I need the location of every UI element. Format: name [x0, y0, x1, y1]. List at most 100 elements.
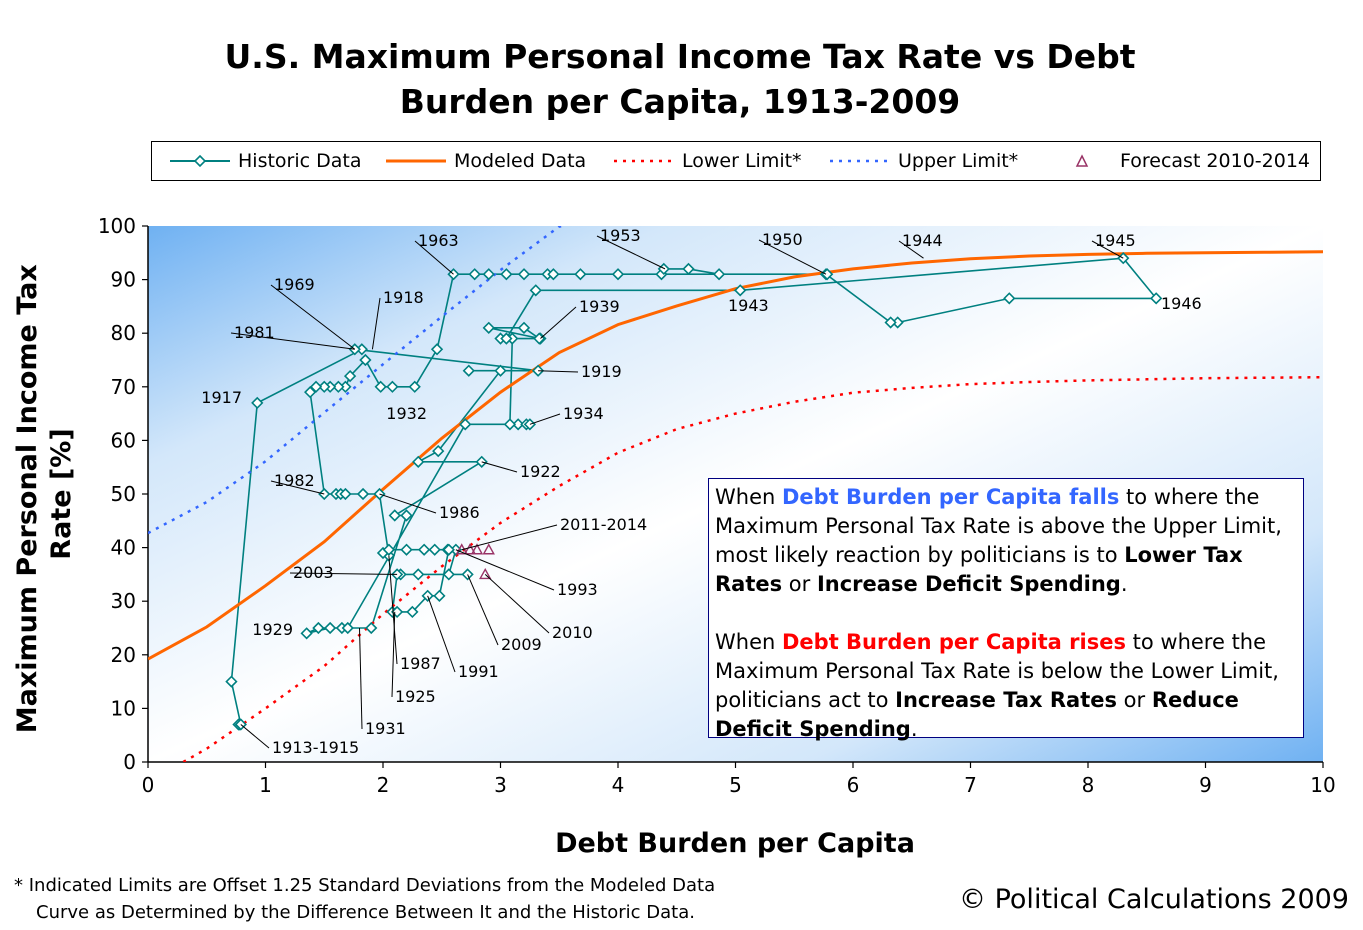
legend-item-forecast: Forecast 2010-2014 — [1050, 142, 1310, 180]
data-label: 1944 — [902, 231, 943, 250]
legend: Historic Data Modeled Data Lower Limit* … — [151, 141, 1321, 181]
forecast-point — [482, 543, 495, 555]
data-label: 1925 — [395, 687, 436, 706]
data-label: 1922 — [520, 462, 561, 481]
historic-point — [386, 380, 399, 393]
chart-title: U.S. Maximum Personal Income Tax Rate vs… — [100, 34, 1260, 124]
historic-point — [494, 332, 507, 345]
annotation-paragraph-rises: When Debt Burden per Capita rises to whe… — [715, 630, 1279, 741]
historic-point — [884, 316, 897, 329]
forecast-point — [479, 567, 492, 580]
legend-lower-label: Lower Limit* — [682, 150, 802, 172]
historic-point — [394, 568, 407, 581]
data-label: 1950 — [762, 230, 803, 249]
leader-line — [529, 413, 561, 425]
historic-point — [388, 509, 401, 522]
historic-point — [819, 268, 833, 281]
leader-line — [461, 524, 558, 551]
legend-upper-label: Upper Limit* — [898, 150, 1019, 172]
legend-item-lower: Lower Limit* — [612, 142, 802, 180]
historic-point — [421, 589, 434, 602]
y-tick-label: 40 — [111, 536, 136, 560]
historic-point — [494, 364, 507, 377]
leader-line — [427, 595, 456, 673]
historic-point — [459, 418, 472, 431]
historic-point — [517, 268, 531, 281]
data-label: 1919 — [581, 362, 622, 381]
historic-point — [376, 546, 390, 560]
historic-point — [574, 268, 587, 281]
legend-historic-swatch — [170, 154, 230, 168]
historic-point — [374, 380, 387, 393]
data-label: 1934 — [563, 404, 604, 423]
y-tick-label: 90 — [111, 268, 136, 292]
leader-line — [359, 627, 363, 730]
leader-line — [484, 574, 550, 634]
historic-point — [520, 418, 533, 431]
legend-item-modeled: Modeled Data — [384, 142, 586, 180]
leader-line — [540, 306, 577, 339]
historic-point — [323, 380, 337, 393]
historic-point — [412, 455, 425, 468]
x-tick-label: 2 — [377, 773, 390, 797]
legend-item-upper: Upper Limit* — [828, 142, 1018, 180]
historic-point — [1150, 292, 1163, 305]
historic-point — [412, 568, 425, 581]
data-label: 1993 — [557, 580, 598, 599]
historic-point — [373, 487, 386, 501]
historic-point — [312, 621, 325, 635]
leader-line — [379, 493, 437, 514]
historic-point — [400, 509, 413, 522]
historic-point — [334, 487, 347, 501]
leader-line — [240, 724, 270, 749]
data-label: 1953 — [600, 226, 641, 245]
y-tick-label: 20 — [111, 643, 136, 667]
leader-line — [289, 572, 398, 575]
historic-point — [482, 321, 495, 334]
historic-point — [233, 718, 246, 731]
historic-point — [406, 605, 419, 619]
data-label: 1969 — [274, 275, 315, 294]
legend-upper-swatch — [830, 159, 890, 163]
leader-line — [270, 284, 356, 350]
historic-point — [468, 268, 481, 281]
x-tick-label: 5 — [729, 773, 742, 797]
x-tick-label: 3 — [494, 773, 507, 797]
historic-point — [547, 268, 560, 281]
data-label: 1939 — [579, 297, 620, 316]
historic-point — [433, 589, 446, 602]
footnote-line-2: Curve as Determined by the Difference Be… — [36, 902, 695, 923]
historic-point — [500, 268, 513, 281]
leader-line — [1091, 240, 1124, 259]
annotation-paragraph-falls: When Debt Burden per Capita falls to whe… — [715, 485, 1282, 596]
historic-point — [341, 621, 354, 635]
x-tick-label: 4 — [612, 773, 625, 797]
copyright: © Political Calculations 2009 — [959, 884, 1349, 915]
historic-point — [529, 284, 542, 297]
chart-title-line-2: Burden per Capita, 1913-2009 — [399, 82, 961, 121]
historic-point — [821, 268, 834, 281]
historic-point — [533, 332, 546, 345]
leader-line — [371, 297, 381, 350]
historic-point — [417, 543, 431, 556]
data-label: 1946 — [1161, 294, 1202, 313]
historic-point — [234, 718, 247, 731]
leader-line — [898, 240, 924, 259]
historic-point — [304, 386, 317, 399]
y-tick-label: 0 — [123, 750, 136, 774]
historic-point — [461, 568, 474, 581]
historic-point — [442, 543, 455, 556]
historic-point — [523, 418, 537, 431]
x-tick-label: 0 — [142, 773, 155, 797]
leader-line — [230, 332, 355, 350]
historic-point — [300, 627, 313, 640]
historic-point — [408, 380, 421, 393]
historic-point — [517, 321, 531, 334]
data-label: 1987 — [400, 654, 441, 673]
historic-point — [657, 262, 670, 276]
historic-point — [541, 268, 554, 281]
historic-point — [506, 332, 519, 345]
data-label: 1982 — [274, 471, 315, 490]
historic-point — [400, 543, 413, 556]
data-label: 1945 — [1095, 231, 1136, 250]
